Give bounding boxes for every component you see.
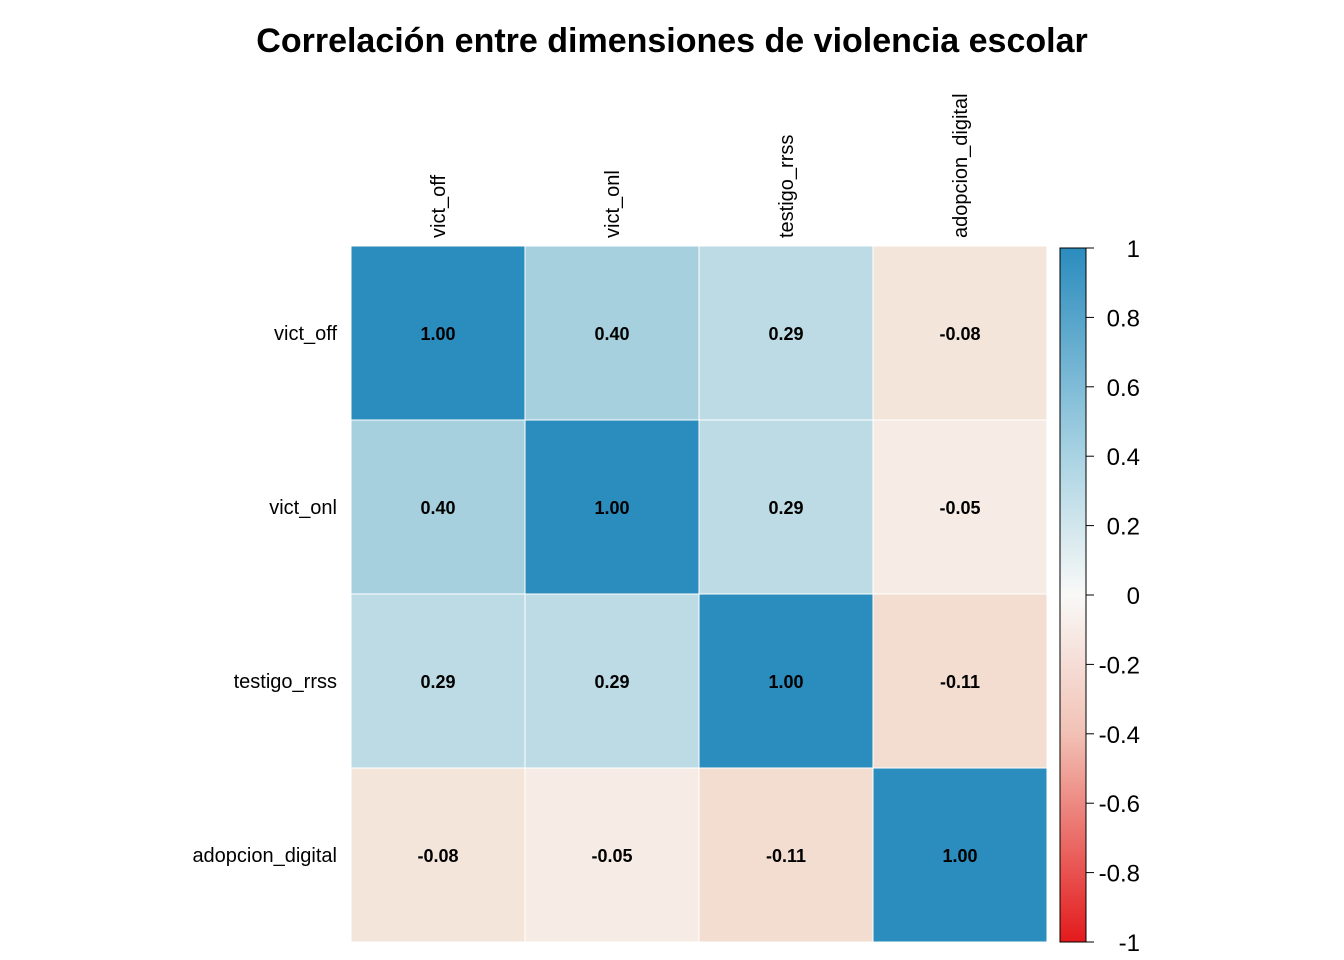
legend-tick-label: -0.8 xyxy=(1099,861,1140,888)
legend-tick-label: 0.4 xyxy=(1107,444,1140,471)
cell-value-label: 0.29 xyxy=(768,324,803,344)
cell-value-label: -0.05 xyxy=(591,846,632,866)
cell-value-label: -0.08 xyxy=(417,846,458,866)
legend-colorbar xyxy=(1059,247,1087,943)
heatmap-cell-adopcion_digital-adopcion_digital xyxy=(872,767,1048,943)
color-legend: 1 0.8 0.6 0.4 0.2 0 -0.2 -0.4 -0.6 -0.8 -1 xyxy=(1059,236,1140,957)
row-label-adopcion_digital: adopcion_digital xyxy=(192,845,337,867)
row-label-vict_off: vict_off xyxy=(274,323,337,345)
heatmap-cell-adopcion_digital-vict_onl xyxy=(524,767,700,943)
cell-value-label: 0.40 xyxy=(594,324,629,344)
heatmap-cell-adopcion_digital-testigo_rrss xyxy=(698,767,874,943)
cell-value-label: 0.29 xyxy=(594,672,629,692)
heatmap-cell-testigo_rrss-vict_onl xyxy=(524,593,700,769)
legend-tick-label: 0.8 xyxy=(1107,305,1140,332)
row-label-testigo_rrss: testigo_rrss xyxy=(234,671,337,693)
cell-value-label: 1.00 xyxy=(420,324,455,344)
legend-tick-label: -1 xyxy=(1119,930,1140,957)
legend-tick-label: -0.2 xyxy=(1099,652,1140,679)
cell-value-label: 0.29 xyxy=(768,498,803,518)
heatmap-cell-testigo_rrss-adopcion_digital xyxy=(872,593,1048,769)
heatmap-cell-vict_onl-vict_onl xyxy=(524,419,700,595)
heatmap-cell-vict_onl-testigo_rrss xyxy=(698,419,874,595)
cell-value-label: 1.00 xyxy=(942,846,977,866)
heatmap-cell-vict_off-testigo_rrss xyxy=(698,245,874,421)
cell-value-label: 0.40 xyxy=(420,498,455,518)
legend-tick-label: 1 xyxy=(1127,236,1140,263)
row-labels: vict_off vict_onl testigo_rrss adopcion_dig… xyxy=(192,323,337,867)
column-label-adopcion_digital: adopcion_digital xyxy=(950,93,972,238)
cell-value-label: -0.11 xyxy=(940,672,980,692)
heatmap-cell-vict_off-vict_off xyxy=(350,245,526,421)
heatmap-cell-vict_onl-vict_off xyxy=(350,419,526,595)
cell-value-label: -0.08 xyxy=(939,324,980,344)
legend-tick-label: -0.6 xyxy=(1099,791,1140,818)
cell-value-label: 0.29 xyxy=(420,672,455,692)
legend-tick-label: 0.6 xyxy=(1107,375,1140,402)
column-label-vict_onl: vict_onl xyxy=(602,170,624,238)
cell-value-label: -0.11 xyxy=(766,846,806,866)
column-label-testigo_rrss: testigo_rrss xyxy=(776,135,798,238)
cell-value-label: -0.05 xyxy=(939,498,980,518)
heatmap-cell-adopcion_digital-vict_off xyxy=(350,767,526,943)
chart-title: Correlación entre dimensiones de violenc… xyxy=(256,22,1087,60)
legend-tick-label: 0.2 xyxy=(1107,514,1140,541)
legend-tick-label: -0.4 xyxy=(1099,722,1140,749)
heatmap-cells: 1.00 0.40 0.29 -0.08 0.40 1.00 0.29 -0.05 0.29 0.… xyxy=(350,245,1048,943)
row-label-vict_onl: vict_onl xyxy=(269,497,337,519)
cell-value-label: 1.00 xyxy=(768,672,803,692)
column-labels: vict_off vict_onl testigo_rrss adopcion_dig… xyxy=(428,93,972,238)
heatmap-cell-vict_onl-adopcion_digital xyxy=(872,419,1048,595)
column-label-vict_off: vict_off xyxy=(428,175,450,238)
heatmap-cell-vict_off-adopcion_digital xyxy=(872,245,1048,421)
legend-tick-label: 0 xyxy=(1127,583,1140,610)
cell-value-label: 1.00 xyxy=(594,498,629,518)
heatmap-cell-vict_off-vict_onl xyxy=(524,245,700,421)
